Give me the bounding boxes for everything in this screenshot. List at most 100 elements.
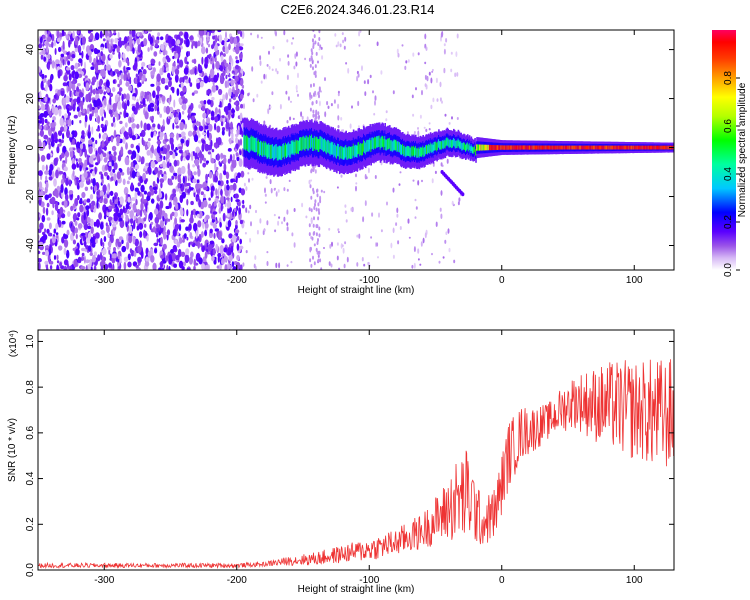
spectrogram-cell	[323, 190, 326, 194]
spectrogram-cell	[389, 140, 392, 152]
spectrogram-cell	[234, 193, 239, 199]
spectrogram-cell	[102, 134, 107, 140]
spectrogram-cell	[173, 263, 178, 268]
spectrogram-cell	[263, 142, 266, 157]
spectrogram-cell	[286, 120, 289, 124]
spectrogram-cell	[89, 194, 94, 200]
spectrogram-cell	[230, 245, 234, 253]
spectrogram-cell	[427, 144, 430, 153]
spectrogram-cell	[581, 145, 584, 150]
spectrogram-cell	[214, 34, 218, 43]
spectrogram-cell	[194, 125, 198, 131]
spectrogram-cell	[515, 145, 517, 150]
spectrogram-cell	[118, 236, 123, 241]
spectrogram-cell	[177, 182, 181, 189]
spectrogram-cell	[196, 81, 201, 90]
spectrogram-cell	[148, 64, 152, 69]
spectrogram-cell	[256, 229, 259, 235]
spectrogram-cell	[44, 228, 47, 233]
spectrogram-cell	[76, 217, 80, 221]
spectrogram-cell	[541, 145, 543, 150]
spectrogram-cell	[376, 242, 379, 247]
spectrogram-cell	[63, 74, 68, 82]
spectrogram-cell	[196, 78, 200, 84]
spectrogram-cell	[264, 201, 267, 204]
spectrogram-cell	[344, 146, 347, 159]
spectrogram-cell	[141, 193, 144, 203]
spectrogram-cell	[232, 80, 236, 84]
spectrogram-cell	[384, 135, 386, 147]
spectrogram-cell	[607, 145, 609, 150]
spectrogram-cell	[314, 202, 316, 207]
spectrogram-cell	[231, 160, 237, 169]
spectrogram-cell	[191, 115, 196, 121]
spectrogram-cell	[347, 147, 349, 160]
spectrogram-cell	[127, 261, 132, 268]
spectrogram-cell	[45, 181, 49, 189]
spectrogram-cell	[197, 63, 201, 71]
spectrogram-cell	[151, 115, 154, 121]
spectrogram-cell	[408, 236, 411, 239]
spectrogram-cell	[140, 95, 144, 100]
spectrogram-cell	[99, 190, 105, 198]
spectrogram-cell	[401, 44, 404, 47]
spectrogram-cell	[244, 231, 247, 235]
spectrogram-cell	[378, 212, 380, 218]
spectrogram-cell	[39, 129, 45, 137]
spectrogram-cell	[80, 232, 86, 237]
spectrogram-cell	[463, 142, 465, 150]
spectrogram-cell	[451, 116, 453, 120]
spectrogram-cell	[93, 264, 97, 270]
spectrogram-cell	[632, 145, 635, 150]
spectrogram-cell	[153, 51, 158, 57]
spectrogram-cell	[338, 144, 340, 157]
spectrogram-cell	[290, 42, 293, 45]
spectrogram-cell	[66, 229, 70, 236]
spectrogram-cell	[436, 142, 438, 152]
spectrogram-cell	[241, 84, 245, 89]
spectrogram-cell	[162, 260, 167, 264]
spectrogram-cell	[446, 137, 449, 146]
spectrogram-cell	[645, 145, 648, 150]
spectrogram-cell	[583, 145, 586, 150]
spectrogram-cell	[146, 123, 151, 131]
spectrogram-cell	[154, 166, 159, 174]
spectrogram-cell	[85, 237, 91, 244]
spectrogram-cell	[232, 182, 237, 191]
spectrogram-cell	[286, 222, 289, 227]
spectrogram-cell	[572, 145, 575, 150]
spectrogram-cell	[217, 188, 220, 197]
spectrogram-cell	[234, 91, 239, 98]
spectrogram-cell	[648, 145, 651, 150]
spectrogram-cell	[368, 139, 371, 152]
spectrogram-cell	[371, 212, 374, 217]
spectrogram-cell	[509, 145, 512, 150]
spectrogram-cell	[38, 262, 41, 270]
spectrogram-cell	[127, 196, 131, 203]
spectrogram-cell	[534, 145, 537, 150]
spectrogram-cell	[80, 265, 86, 270]
spectrogram-cell	[154, 216, 160, 224]
spectrogram-cell	[310, 83, 312, 88]
spectrogram-cell	[165, 55, 170, 60]
spectrogram-cell	[289, 116, 292, 121]
spectrogram-cell	[198, 104, 202, 109]
spectrogram-cell	[183, 75, 189, 80]
spectrogram-cell	[502, 145, 504, 150]
spectrogram-cell	[94, 112, 99, 118]
spectrogram-cell	[223, 247, 228, 253]
spectrogram-cell	[109, 171, 114, 176]
spectrogram-cell	[641, 145, 643, 150]
spectrogram-cell	[127, 253, 131, 261]
spectrogram-cell	[103, 215, 107, 220]
spectrogram-cell	[318, 226, 321, 231]
spectrogram-cell	[134, 164, 140, 170]
spectrogram-cell	[118, 60, 122, 68]
spectrogram-cell	[131, 96, 136, 101]
spectrogram-cell	[162, 65, 165, 73]
spectrogram-cell	[419, 146, 422, 157]
spectrogram-cell	[100, 46, 104, 51]
spectrogram-cell	[55, 59, 60, 65]
spectrogram-cell	[193, 265, 196, 270]
spectrogram-cell	[266, 64, 269, 67]
